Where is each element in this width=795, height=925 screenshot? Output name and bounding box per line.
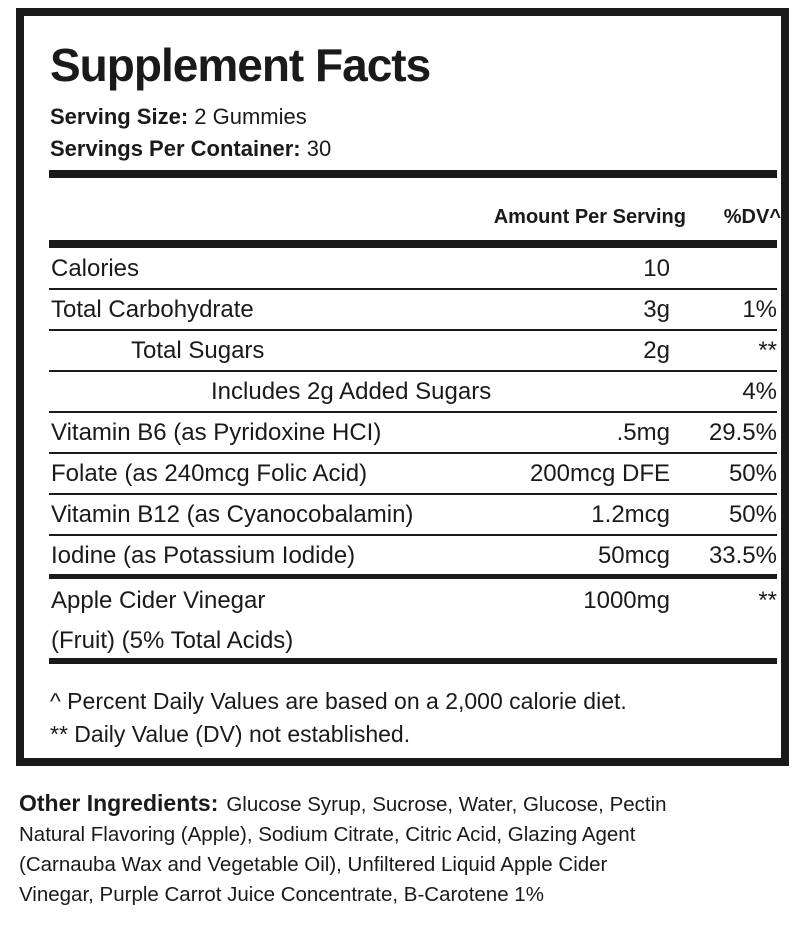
other-ingredients: Other Ingredients: Glucose Syrup, Sucrose…	[19, 790, 667, 906]
nutrient-row: Calories 10	[51, 255, 670, 282]
other-ingredients-label: Other Ingredients:	[19, 790, 219, 816]
nutrient-row-acv: Apple Cider Vinegar (Fruit) (5% Total Ac…	[51, 587, 777, 654]
divider	[49, 534, 777, 536]
divider	[49, 370, 777, 372]
nutrient-row: Folate (as 240mcg Folic Acid) 200mcg DFE 5…	[51, 460, 777, 487]
supplement-facts-panel: Supplement Facts Serving Size: 2 Gummies…	[16, 8, 789, 766]
footnote-not-established: ** Daily Value (DV) not established.	[50, 721, 411, 747]
footnote-dv: ^ Percent Daily Values are based on a 2,…	[50, 688, 627, 714]
divider	[49, 452, 777, 454]
panel-title: Supplement Facts	[50, 39, 431, 91]
serving-size: Serving Size: 2 Gummies	[50, 104, 307, 129]
divider	[49, 574, 777, 579]
divider	[49, 240, 777, 248]
divider	[49, 329, 777, 331]
nutrient-row: Total Sugars 2g **	[131, 337, 777, 364]
nutrient-row: Iodine (as Potassium Iodide) 50mcg 33.5%	[51, 542, 777, 569]
divider	[49, 658, 777, 664]
divider	[49, 493, 777, 495]
divider	[49, 170, 777, 178]
nutrient-row: Vitamin B12 (as Cyanocobalamin) 1.2mcg 50%	[51, 501, 777, 528]
amount-header: Amount Per Serving	[493, 206, 686, 228]
dv-header: %DV^	[723, 206, 781, 228]
divider	[49, 288, 777, 290]
nutrient-row: Vitamin B6 (as Pyridoxine HCI) .5mg 29.5%	[51, 419, 777, 446]
nutrient-row: Includes 2g Added Sugars 4%	[211, 378, 777, 405]
divider	[49, 411, 777, 413]
servings-per-container: Servings Per Container: 30	[50, 136, 332, 161]
nutrient-row: Total Carbohydrate 3g 1%	[51, 296, 777, 323]
